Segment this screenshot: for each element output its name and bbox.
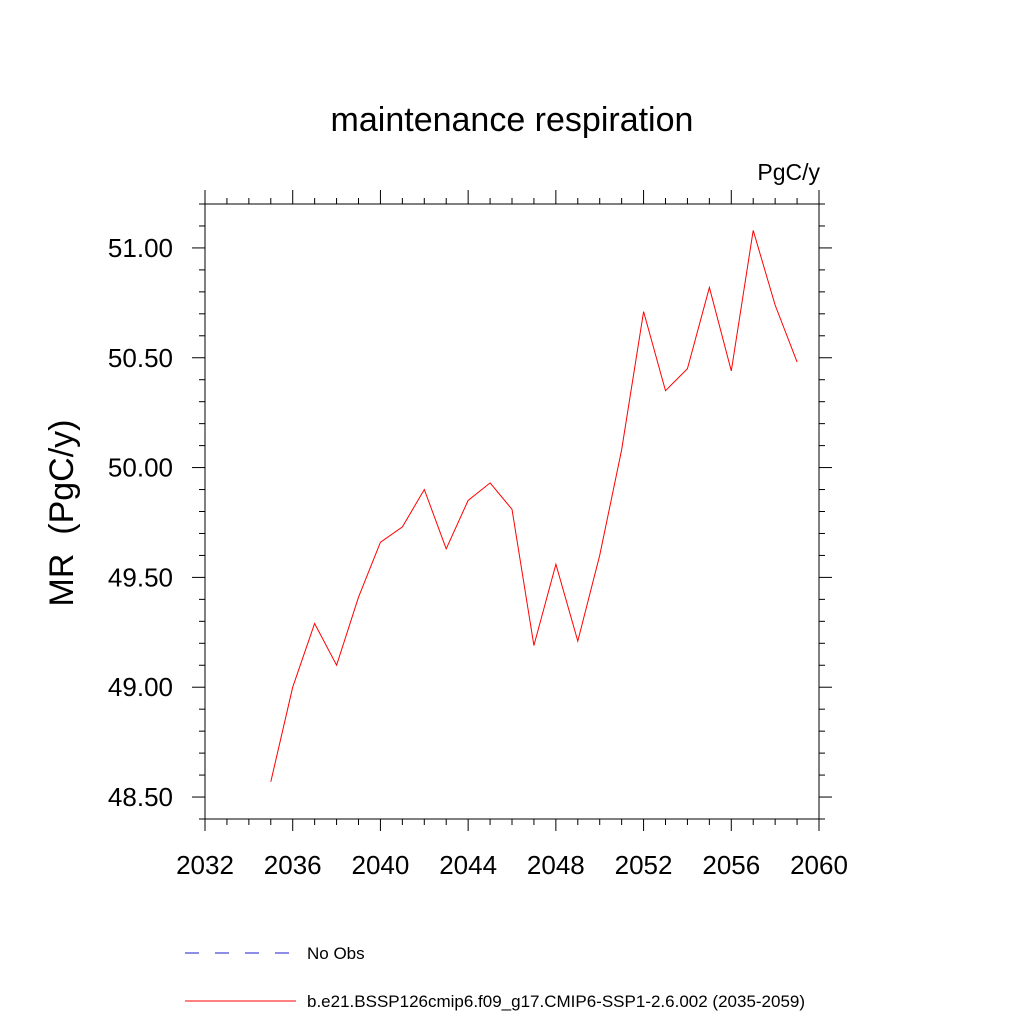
plot-area: 2032 2036 2040 2044 2048 2052 2056 2060 48.50 49…: [108, 190, 848, 880]
x-tick-label: 2048: [527, 850, 585, 880]
series-layer: [270, 230, 798, 782]
series-line-0: [270, 230, 798, 782]
legend-label-model: b.e21.BSSP126cmip6.f09_g17.CMIP6-SSP1-2.…: [307, 992, 805, 1011]
x-tick-label: 2040: [352, 850, 410, 880]
y-tick-label: 50.50: [108, 343, 173, 373]
y-axis-label: MR (PgC/y): [43, 420, 81, 607]
x-tick-label: 2044: [439, 850, 497, 880]
x-tick-label: 2036: [264, 850, 322, 880]
x-axis-ticks: 2032 2036 2040 2044 2048 2052 2056 2060: [176, 190, 848, 880]
y-tick-label: 48.50: [108, 782, 173, 812]
legend: No Obs b.e21.BSSP126cmip6.f09_g17.CMIP6-…: [185, 944, 805, 1011]
legend-item-no-obs: No Obs: [185, 944, 365, 963]
y-tick-label: 49.00: [108, 672, 173, 702]
legend-item-model: b.e21.BSSP126cmip6.f09_g17.CMIP6-SSP1-2.…: [185, 992, 805, 1011]
x-tick-label: 2032: [176, 850, 234, 880]
y-tick-label: 51.00: [108, 233, 173, 263]
chart-title: maintenance respiration: [331, 101, 694, 139]
x-tick-label: 2056: [702, 850, 760, 880]
x-tick-label: 2052: [615, 850, 673, 880]
y-tick-label: 50.00: [108, 453, 173, 483]
units-label: PgC/y: [757, 159, 820, 185]
legend-label-no-obs: No Obs: [307, 944, 365, 963]
x-tick-label: 2060: [790, 850, 848, 880]
y-axis-ticks: 48.50 49.00 49.50 50.00 50.50 51.00: [108, 203, 832, 820]
y-tick-label: 49.50: [108, 562, 173, 592]
